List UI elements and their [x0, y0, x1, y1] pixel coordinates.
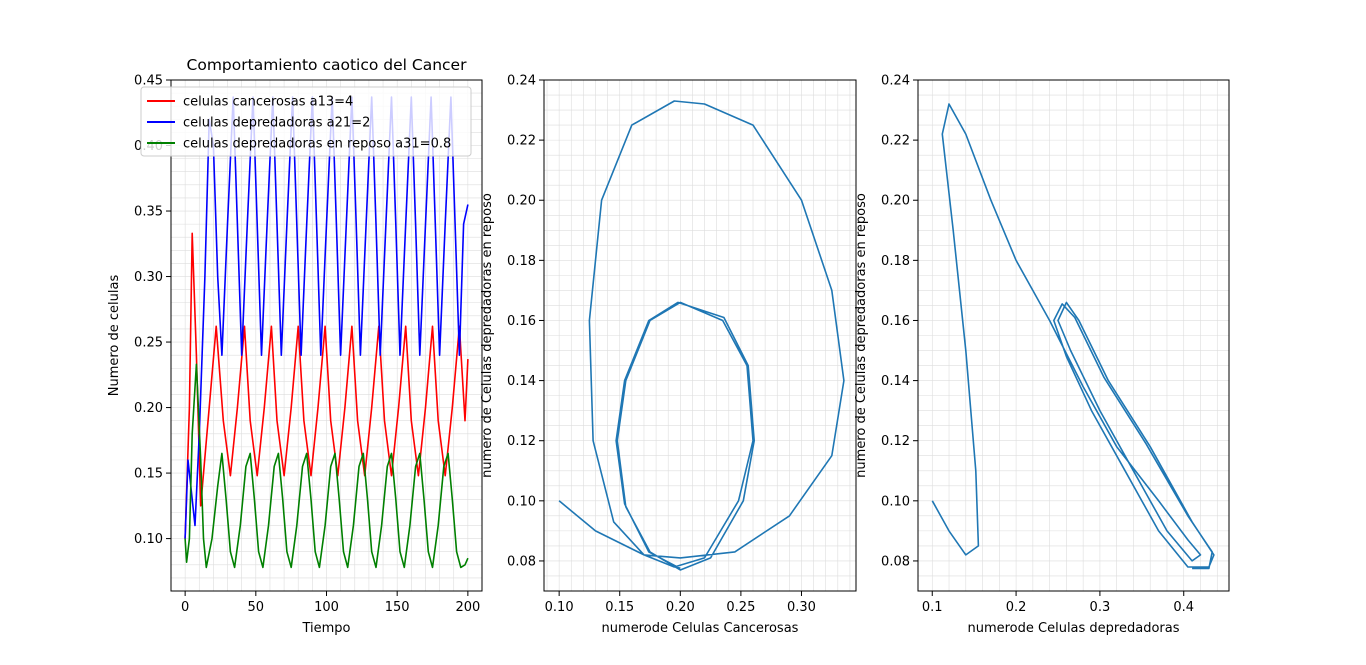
- x-tick-label: 0.30: [787, 600, 816, 615]
- y-tick-label: 0.45: [134, 74, 163, 89]
- y-tick-label: 0.20: [881, 194, 910, 209]
- series-line-0: [558, 100, 845, 571]
- y-tick-label: 0.12: [507, 434, 536, 449]
- x-tick-label: 0: [181, 600, 189, 615]
- y-tick-label: 0.12: [881, 434, 910, 449]
- x-tick-label: 0.2: [1006, 600, 1027, 615]
- x-tick-label: 100: [314, 600, 339, 615]
- y-tick-label: 0.16: [507, 314, 536, 329]
- x-tick-label: 50: [248, 600, 265, 615]
- x-tick-label: 0.10: [545, 600, 574, 615]
- legend-label-reposo: celulas depredadoras en reposo a31=0.8: [183, 137, 451, 152]
- y-tick-label: 0.20: [507, 194, 536, 209]
- legend-label-cancerosas: celulas cancerosas a13=4: [183, 95, 353, 110]
- x-tick-label: 200: [455, 600, 480, 615]
- chart-title: Comportamiento caotico del Cancer: [187, 56, 468, 74]
- y-tick-label: 0.22: [507, 134, 536, 149]
- x-axis-label: Tiempo: [301, 621, 350, 636]
- chart-panel-phase-depredadoras: 0.1 0.2 0.3 0.4 0.08 0.10 0.12 0.14 0.16 0.18 0.20…: [854, 74, 1230, 636]
- x-tick-label: 0.3: [1090, 600, 1111, 615]
- y-tick-label: 0.25: [134, 336, 163, 351]
- x-tick-label: 0.1: [922, 600, 943, 615]
- series-line-celulas-depredadoras-a21-2: [184, 96, 469, 539]
- series-line-celulas-depredadoras-en-reposo-a31-0-8: [184, 363, 469, 569]
- y-tick-label: 0.14: [881, 374, 910, 389]
- y-tick-label: 0.20: [134, 401, 163, 416]
- y-tick-label: 0.10: [881, 494, 910, 509]
- x-tick-label: 0.25: [726, 600, 755, 615]
- y-tick-label: 0.18: [507, 254, 536, 269]
- x-axis-label: numerode Celulas Cancerosas: [602, 621, 799, 636]
- y-axis-label: numero de Celulas depredadoras en reposo: [480, 193, 495, 478]
- y-tick-label: 0.10: [507, 494, 536, 509]
- y-tick-label: 0.24: [881, 74, 910, 89]
- legend-box: [140, 86, 472, 157]
- legend: celulas cancerosas a13=4 celulas depreda…: [140, 86, 472, 157]
- series-line-0: [931, 103, 1215, 570]
- y-tick-label: 0.30: [134, 270, 163, 285]
- chart-panel-phase-cancerosas: 0.10 0.15 0.20 0.25 0.30 0.08 0.10 0.12 0.14 0.16…: [480, 74, 857, 636]
- y-tick-label: 0.24: [507, 74, 536, 89]
- y-axis-label: Numero de celulas: [107, 275, 122, 397]
- x-tick-label: 0.4: [1173, 600, 1194, 615]
- y-tick-label: 0.08: [507, 554, 536, 569]
- x-tick-label: 0.20: [666, 600, 695, 615]
- axes-frame: [917, 79, 1230, 592]
- y-tick-label: 0.15: [134, 467, 163, 482]
- y-tick-label: 0.08: [881, 554, 910, 569]
- x-tick-label: 0.15: [605, 600, 634, 615]
- legend-label-depredadoras: celulas depredadoras a21=2: [183, 116, 370, 131]
- axes-frame: [170, 79, 483, 592]
- y-tick-label: 0.14: [507, 374, 536, 389]
- y-tick-label: 0.16: [881, 314, 910, 329]
- x-axis-label: numerode Celulas depredadoras: [967, 621, 1179, 636]
- y-tick-label: 0.22: [881, 134, 910, 149]
- chart-panel-time-series: 0501001502000.100.150.200.250.300.350.40…: [107, 56, 483, 636]
- series-line-celulas-cancerosas-a13-4: [184, 232, 469, 539]
- axes-frame: [543, 79, 857, 592]
- y-tick-label: 0.18: [881, 254, 910, 269]
- y-tick-label: 0.35: [134, 205, 163, 220]
- y-tick-label: 0.10: [134, 532, 163, 547]
- y-axis-label: numero de Celulas depredadoras en reposo: [854, 193, 869, 478]
- x-tick-label: 150: [385, 600, 410, 615]
